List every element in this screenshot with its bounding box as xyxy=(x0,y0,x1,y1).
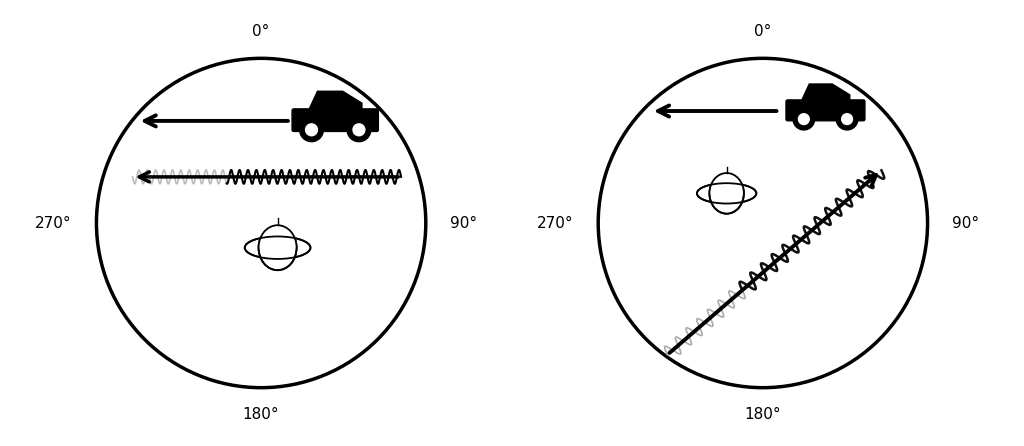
Circle shape xyxy=(347,118,371,142)
Polygon shape xyxy=(850,102,863,108)
Text: 270°: 270° xyxy=(537,215,573,231)
Ellipse shape xyxy=(245,236,310,259)
Polygon shape xyxy=(308,91,361,111)
Circle shape xyxy=(353,124,365,136)
Circle shape xyxy=(793,108,815,130)
FancyBboxPatch shape xyxy=(786,100,865,121)
Polygon shape xyxy=(294,111,308,118)
FancyBboxPatch shape xyxy=(292,109,379,132)
Circle shape xyxy=(799,114,809,124)
Ellipse shape xyxy=(259,225,297,270)
Text: 180°: 180° xyxy=(243,408,280,422)
Text: 90°: 90° xyxy=(451,215,477,231)
Polygon shape xyxy=(801,84,850,102)
Text: 180°: 180° xyxy=(744,408,781,422)
Ellipse shape xyxy=(710,171,743,206)
Ellipse shape xyxy=(710,173,743,214)
Polygon shape xyxy=(361,111,377,118)
Circle shape xyxy=(300,118,324,142)
Text: 0°: 0° xyxy=(755,24,771,38)
Text: 270°: 270° xyxy=(35,215,72,231)
Ellipse shape xyxy=(697,183,757,203)
Circle shape xyxy=(305,124,317,136)
Ellipse shape xyxy=(259,223,297,261)
Circle shape xyxy=(842,114,852,124)
Polygon shape xyxy=(787,102,801,108)
Text: 0°: 0° xyxy=(253,24,269,38)
Circle shape xyxy=(837,108,858,130)
Text: 90°: 90° xyxy=(952,215,979,231)
